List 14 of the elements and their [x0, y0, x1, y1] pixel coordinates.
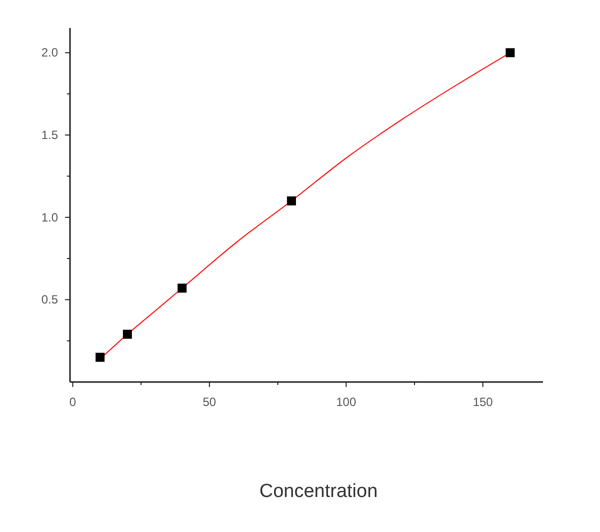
x-tick-label: 0 — [69, 395, 76, 409]
x-tick-label: 150 — [472, 395, 494, 409]
y-tick-label: 2.0 — [41, 46, 58, 60]
y-tick-label: 1.0 — [41, 210, 58, 224]
x-axis-title: Concentration — [259, 481, 378, 502]
x-tick-label: 100 — [336, 395, 356, 409]
point — [506, 48, 515, 58]
y-tick-label: 0.5 — [41, 292, 58, 307]
point — [178, 284, 187, 293]
point — [286, 196, 296, 206]
y-tick-label: 1.5 — [41, 128, 58, 142]
x-tick-label: 50 — [202, 395, 216, 409]
point — [122, 330, 132, 339]
point — [96, 352, 105, 362]
